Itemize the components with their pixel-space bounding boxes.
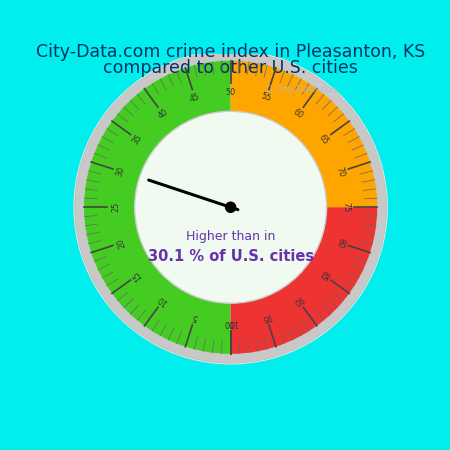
Text: 70: 70 xyxy=(334,166,346,178)
Text: 35: 35 xyxy=(131,133,144,146)
Text: 15: 15 xyxy=(131,268,144,282)
Wedge shape xyxy=(73,50,388,364)
Circle shape xyxy=(225,202,236,212)
Text: 85: 85 xyxy=(317,268,330,282)
Text: 40: 40 xyxy=(156,108,170,121)
Text: 20: 20 xyxy=(115,237,127,249)
Text: 45: 45 xyxy=(189,92,201,104)
Text: 25: 25 xyxy=(111,202,120,212)
Text: 80: 80 xyxy=(334,237,346,249)
Text: 5: 5 xyxy=(191,312,199,322)
Text: 0: 0 xyxy=(228,318,233,327)
Text: 50: 50 xyxy=(225,88,236,97)
Text: 100: 100 xyxy=(223,318,238,327)
Circle shape xyxy=(135,111,327,303)
Wedge shape xyxy=(84,61,230,354)
Text: 55: 55 xyxy=(260,92,273,104)
Wedge shape xyxy=(230,207,377,354)
Text: 65: 65 xyxy=(317,133,330,146)
Text: 60: 60 xyxy=(292,108,305,121)
Text: 10: 10 xyxy=(156,294,170,307)
Text: 30.1 % of U.S. cities: 30.1 % of U.S. cities xyxy=(148,249,314,264)
Text: compared to other U.S. cities: compared to other U.S. cities xyxy=(103,58,358,76)
Text: ⓘ City-Data.com: ⓘ City-Data.com xyxy=(267,86,340,94)
Wedge shape xyxy=(75,51,387,363)
Text: Higher than in: Higher than in xyxy=(186,230,275,243)
Text: 75: 75 xyxy=(341,202,350,212)
Text: 90: 90 xyxy=(292,294,305,307)
Text: 30: 30 xyxy=(115,166,127,178)
Wedge shape xyxy=(230,61,377,207)
Text: 95: 95 xyxy=(260,311,273,323)
Text: City-Data.com crime index in Pleasanton, KS: City-Data.com crime index in Pleasanton,… xyxy=(36,43,425,61)
